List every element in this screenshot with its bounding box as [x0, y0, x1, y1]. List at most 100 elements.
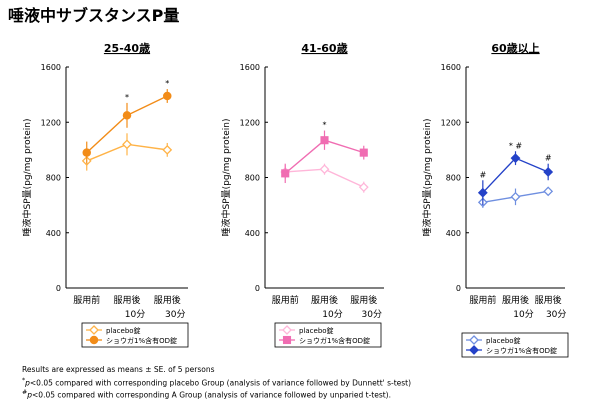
significance-mark: * #: [509, 141, 523, 150]
significance-mark: #: [479, 170, 486, 179]
data-point: [162, 144, 173, 155]
y-tick-label: 1200: [240, 118, 260, 127]
data-point: [543, 186, 554, 197]
x-tick-label-line: 10分: [125, 309, 145, 320]
x-tick-label-line: 服用後: [535, 294, 562, 306]
x-tick-label: 服用前: [73, 294, 100, 306]
x-tick-label: 服用前: [272, 294, 299, 306]
significance-mark: *: [323, 121, 327, 130]
y-tick-label: 800: [245, 174, 260, 183]
footnote-star: *p<0.05 compared with corresponding plac…: [22, 377, 411, 388]
data-point: [320, 136, 329, 145]
x-tick-label: 服用後 30分: [350, 294, 382, 320]
y-axis-label: 唾液中SP量(pg/mg protein): [21, 119, 33, 237]
x-tick-label-line: 服用後: [311, 294, 338, 306]
y-tick-label: 800: [446, 174, 461, 183]
y-tick-label: 1200: [441, 118, 461, 127]
x-tick-label-line: 服用後: [113, 294, 140, 306]
x-tick-label-line: 服用後: [502, 294, 529, 306]
chart-panel-2: 41-60歳 0 400 800 1200 1600 唾液中SP量(pg/mg protei…: [220, 41, 384, 348]
x-tick-label-line: 服用後: [154, 294, 181, 306]
legend-swatch-marker: [89, 335, 99, 345]
legend-box: [274, 322, 382, 348]
data-point: [163, 91, 172, 101]
footnote-star-text: <0.05 compared with corresponding placeb…: [29, 378, 412, 388]
series-placebo: [477, 186, 554, 208]
y-tick-label: 800: [46, 174, 61, 183]
footnote-hash-text: <0.05 compared with corresponding A Grou…: [32, 390, 391, 400]
significance-mark: #: [545, 154, 552, 163]
legend-entry: ショウガ1%含有OD錠: [106, 336, 177, 345]
legend-entry: placebo錠: [486, 336, 521, 345]
x-tick-label-line: 10分: [322, 309, 342, 320]
series-placebo: [81, 133, 173, 171]
y-tick-label: 0: [255, 284, 260, 293]
data-point: [477, 187, 488, 198]
x-tick-label-line: 服用前: [272, 294, 299, 306]
footnote-hash-p: p: [27, 390, 33, 400]
x-tick-label-line: 10分: [513, 309, 533, 320]
data-point: [358, 182, 369, 193]
legend-swatch-marker: [469, 335, 479, 345]
y-tick-label: 1600: [240, 63, 260, 72]
x-tick-label-line: 30分: [546, 309, 566, 320]
series-ginger: [281, 130, 368, 184]
significance-mark: *: [165, 79, 169, 88]
y-tick-label: 0: [456, 284, 461, 293]
y-axis-label: 唾液中SP量(pg/mg protein): [220, 119, 232, 237]
x-tick-label-line: 30分: [362, 309, 382, 320]
y-tick-label: 400: [245, 229, 260, 238]
data-point: [82, 148, 91, 157]
footnote-means: Results are expressed as means ± SE. of …: [22, 365, 215, 374]
footnote-hash: #p<0.05 compared with corresponding A Gr…: [22, 389, 391, 400]
data-point: [122, 139, 132, 150]
legend-entry: ショウガ1%含有OD錠: [486, 346, 557, 355]
x-tick-label: 服用前: [469, 294, 496, 306]
data-point: [122, 111, 132, 120]
y-tick-label: 1200: [41, 118, 61, 127]
footnote-hash-mark: #: [22, 389, 28, 396]
chart-panel-1: 25-40歳 0 400 800 1200 1600 唾液中SP量(pg/mg protei…: [21, 41, 189, 348]
chart-panel-3: 60歳以上 0 400 800 1200 1600 唾液中SP量(pg/mg protein…: [421, 41, 569, 358]
series-placebo: [280, 163, 369, 193]
x-tick-label-line: 30分: [165, 309, 185, 320]
chart-title: 41-60歳: [301, 41, 347, 55]
series-ginger: [477, 151, 554, 206]
legend-swatch-marker: [282, 325, 292, 335]
data-point: [543, 167, 554, 177]
y-tick-label: 0: [56, 284, 61, 293]
x-tick-label: 服用後 30分: [154, 294, 186, 320]
x-tick-label: 服用後 10分: [311, 294, 343, 320]
legend-box: [461, 332, 569, 358]
legend-swatch-marker: [469, 345, 479, 355]
chart-title: 60歳以上: [491, 41, 539, 55]
footnote-star-mark: *: [22, 377, 26, 384]
data-point: [510, 153, 521, 164]
y-tick-label: 400: [46, 229, 61, 238]
x-tick-label-line: 服用後: [350, 294, 377, 306]
legend-entry: placebo錠: [299, 326, 334, 335]
legend-box: [81, 322, 189, 348]
data-point: [281, 169, 290, 178]
data-point: [510, 191, 521, 202]
legend-entry: placebo錠: [106, 326, 141, 335]
y-tick-label: 1600: [441, 63, 461, 72]
page-title: 唾液中サブスタンスP量: [8, 6, 180, 25]
legend-swatch-marker: [282, 335, 292, 345]
x-tick-label: 服用後 10分: [113, 294, 145, 320]
x-tick-label-line: 服用前: [73, 294, 100, 306]
x-tick-label: 服用後 30分: [535, 294, 567, 320]
series-ginger: [82, 89, 172, 164]
chart-title: 25-40歳: [104, 41, 150, 55]
y-axis-label: 唾液中SP量(pg/mg protein): [421, 119, 433, 237]
x-tick-label: 服用後 10分: [502, 294, 534, 320]
legend-entry: ショウガ1%含有OD錠: [299, 336, 370, 345]
y-tick-label: 400: [446, 229, 461, 238]
x-tick-label-line: 服用前: [469, 294, 496, 306]
data-point: [359, 148, 368, 157]
data-point: [319, 164, 330, 175]
